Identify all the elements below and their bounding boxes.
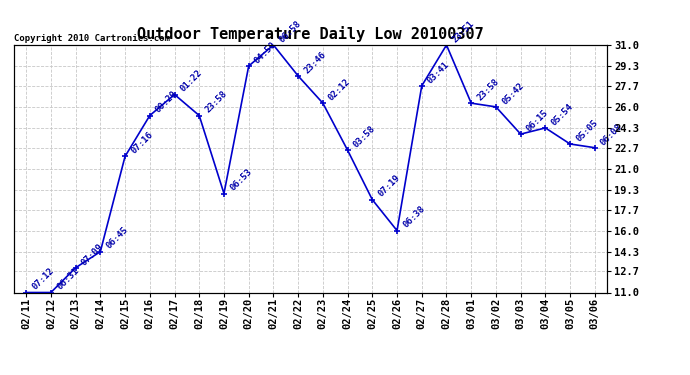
Text: 23:51: 23:51 (451, 19, 476, 44)
Text: 02:12: 02:12 (327, 77, 353, 102)
Text: 07:19: 07:19 (377, 174, 402, 199)
Text: 03:58: 03:58 (352, 124, 377, 149)
Text: 00:20: 00:20 (154, 89, 179, 115)
Text: 06:53: 06:53 (228, 167, 253, 193)
Text: 05:42: 05:42 (500, 81, 526, 106)
Text: 05:54: 05:54 (549, 102, 575, 127)
Text: 03:41: 03:41 (426, 60, 451, 85)
Text: 05:05: 05:05 (574, 118, 600, 143)
Text: 23:58: 23:58 (204, 89, 229, 115)
Text: 06:08: 06:08 (599, 122, 624, 147)
Title: Outdoor Temperature Daily Low 20100307: Outdoor Temperature Daily Low 20100307 (137, 27, 484, 42)
Text: 06:31: 06:31 (55, 266, 81, 292)
Text: 06:15: 06:15 (525, 108, 550, 134)
Text: 06:45: 06:45 (104, 225, 130, 251)
Text: 06:58: 06:58 (277, 19, 303, 44)
Text: Copyright 2010 Cartronics.com: Copyright 2010 Cartronics.com (14, 33, 170, 42)
Text: 07:16: 07:16 (129, 130, 155, 156)
Text: 06:38: 06:38 (401, 204, 426, 230)
Text: 07:09: 07:09 (80, 242, 105, 267)
Text: 23:46: 23:46 (302, 50, 328, 75)
Text: 04:50: 04:50 (253, 40, 278, 65)
Text: 23:58: 23:58 (475, 77, 501, 102)
Text: 01:22: 01:22 (179, 68, 204, 94)
Text: 07:12: 07:12 (30, 266, 56, 292)
